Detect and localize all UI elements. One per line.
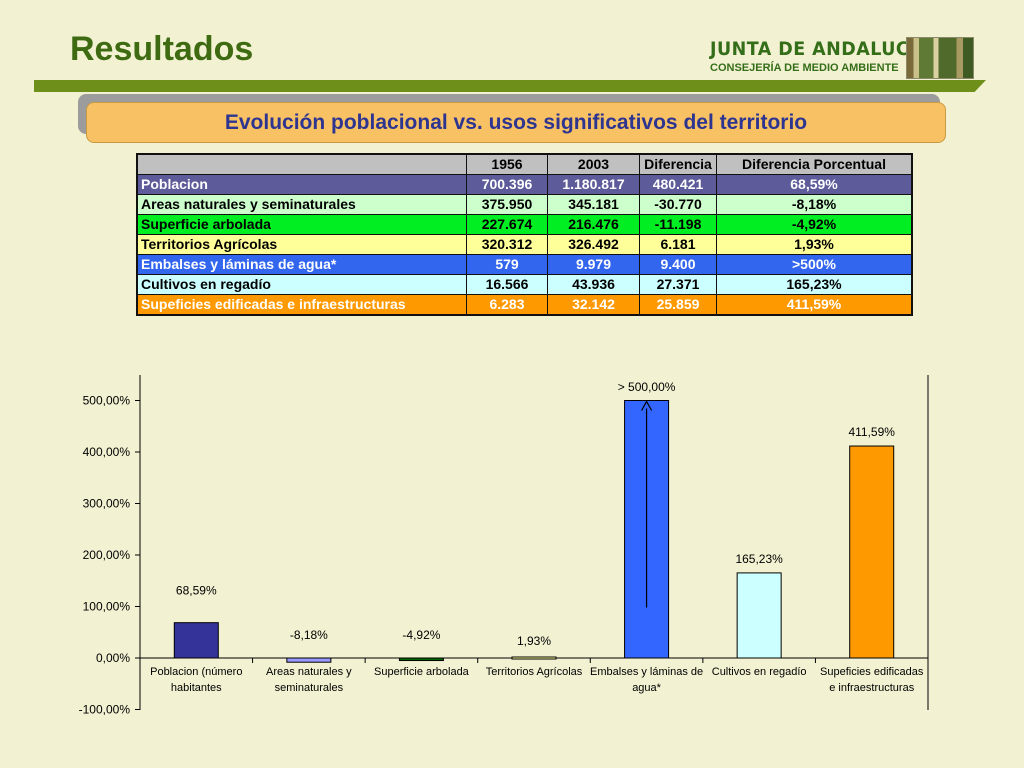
value-1956: 227.674 [466, 214, 548, 235]
y-tick-label: 400,00% [83, 445, 131, 459]
value-porcentual: -8,18% [716, 194, 913, 215]
row-label: Territorios Agrícolas [136, 234, 467, 255]
value-2003: 43.936 [547, 274, 640, 295]
row-label: Poblacion [136, 174, 467, 195]
table-row: Territorios Agrícolas 320.312 326.492 6.181… [136, 234, 913, 255]
row-label: Embalses y láminas de agua* [136, 254, 467, 275]
value-2003: 9.979 [547, 254, 640, 275]
results-table: 1956 2003 Diferencia Diferencia Porcentu… [136, 153, 913, 316]
logo-line1: JUNTA DE ANDALUCIA [710, 38, 931, 60]
data-label: 68,59% [176, 584, 217, 598]
value-1956: 375.950 [466, 194, 548, 215]
data-label: 1,93% [517, 634, 551, 648]
data-label: -4,92% [402, 628, 440, 642]
y-tick-label: 300,00% [83, 497, 131, 511]
value-diferencia: 480.421 [639, 174, 717, 195]
y-tick-label: 200,00% [83, 548, 131, 562]
bar [511, 656, 557, 660]
row-label: Cultivos en regadío [136, 274, 467, 295]
value-diferencia: 25.859 [639, 294, 717, 316]
data-label: 411,59% [848, 425, 895, 439]
data-label: 165,23% [735, 552, 783, 566]
category-label: Cultivos en regadío [712, 666, 807, 678]
bar [173, 622, 219, 659]
row-label: Supeficies edificadas e infraestructuras [136, 294, 467, 316]
category-label: habitantes [171, 682, 222, 694]
y-tick-label: 500,00% [83, 394, 131, 408]
value-1956: 16.566 [466, 274, 548, 295]
category-label: Territorios Agrícolas [486, 666, 583, 678]
table-header-blank [136, 153, 467, 175]
table-row: Cultivos en regadío 16.566 43.936 27.371 165… [136, 274, 913, 295]
bar [286, 657, 332, 663]
category-label: e infraestructuras [829, 682, 914, 694]
value-porcentual: 165,23% [716, 274, 913, 295]
value-diferencia: -11.198 [639, 214, 717, 235]
value-porcentual: 1,93% [716, 234, 913, 255]
row-label: Superficie arbolada [136, 214, 467, 235]
category-label: agua* [632, 682, 661, 694]
y-tick-label: 100,00% [83, 600, 131, 614]
title-underline-bar [34, 80, 986, 92]
value-1956: 6.283 [466, 294, 548, 316]
value-porcentual: -4,92% [716, 214, 913, 235]
value-diferencia: 9.400 [639, 254, 717, 275]
value-2003: 1.180.817 [547, 174, 640, 195]
page-title: Resultados [70, 30, 254, 68]
value-1956: 320.312 [466, 234, 548, 255]
logo-line2: CONSEJERÍA DE MEDIO AMBIENTE [710, 62, 899, 74]
landscape-photo-thumbnail [906, 37, 974, 79]
table-row: Superficie arbolada 227.674 216.476 -11.198… [136, 214, 913, 235]
data-label: -8,18% [290, 628, 328, 642]
table-header-row: 1956 2003 Diferencia Diferencia Porcentu… [136, 153, 913, 175]
table-row: Supeficies edificadas e infraestructuras… [136, 294, 913, 316]
row-label: Areas naturales y seminaturales [136, 194, 467, 215]
table-row: Poblacion 700.396 1.180.817 480.421 68,59% [136, 174, 913, 195]
category-label: Embalses y láminas de [590, 666, 703, 678]
table-row: Embalses y láminas de agua* 579 9.979 9.400… [136, 254, 913, 275]
junta-andalucia-logo: JUNTA DE ANDALUCIA CONSEJERÍA DE MEDIO A… [710, 38, 949, 74]
bar-chart: -100,00% 0,00% 100,00% 200,00% 300,00% 400,00… [79, 375, 929, 717]
value-2003: 32.142 [547, 294, 640, 316]
y-tick-label: -100,00% [79, 703, 131, 717]
off-scale-arrow-head [641, 400, 653, 411]
bar [398, 657, 444, 662]
category-label: seminaturales [275, 682, 344, 694]
category-label: Poblacion (número [150, 666, 242, 678]
value-diferencia: 27.371 [639, 274, 717, 295]
value-2003: 345.181 [547, 194, 640, 215]
table-header-diferencia-porcentual: Diferencia Porcentual [716, 153, 913, 175]
category-label: Areas naturales y [266, 666, 352, 678]
value-diferencia: -30.770 [639, 194, 717, 215]
value-diferencia: 6.181 [639, 234, 717, 255]
section-banner: Evolución poblacional vs. usos significa… [86, 102, 946, 143]
value-1956: 579 [466, 254, 548, 275]
table-header-1956: 1956 [466, 153, 548, 175]
banner-title: Evolución poblacional vs. usos significa… [224, 111, 808, 134]
value-1956: 700.396 [466, 174, 548, 195]
value-2003: 216.476 [547, 214, 640, 235]
bar [849, 445, 895, 659]
table-header-diferencia: Diferencia [639, 153, 717, 175]
category-label: Supeficies edificadas [820, 666, 924, 678]
value-porcentual: 68,59% [716, 174, 913, 195]
bar [736, 572, 782, 659]
data-label: > 500,00% [618, 380, 676, 394]
y-tick-label: 0,00% [96, 651, 130, 665]
value-porcentual: >500% [716, 254, 913, 275]
table-header-2003: 2003 [547, 153, 640, 175]
category-label: Superficie arbolada [374, 666, 470, 678]
value-2003: 326.492 [547, 234, 640, 255]
table-row: Areas naturales y seminaturales 375.950 34… [136, 194, 913, 215]
value-porcentual: 411,59% [716, 294, 913, 316]
